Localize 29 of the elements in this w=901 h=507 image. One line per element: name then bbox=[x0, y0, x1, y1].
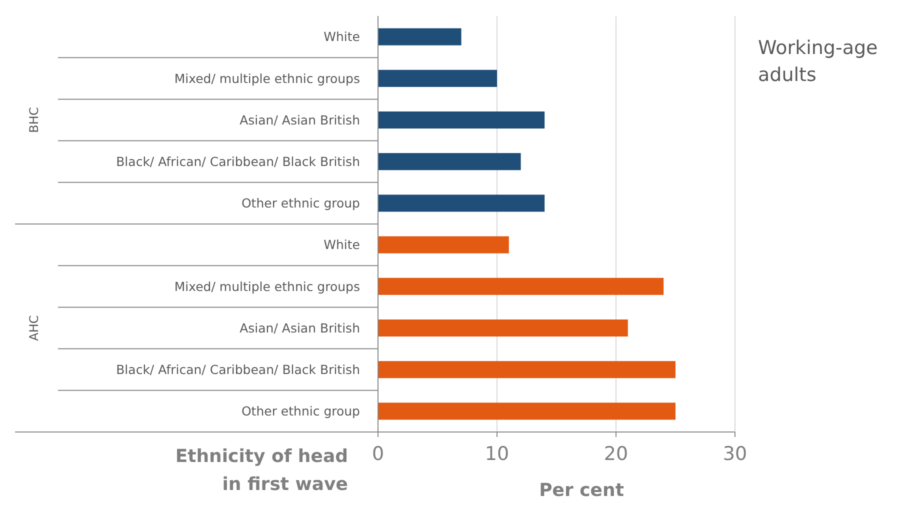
x-tick-label: 0 bbox=[372, 443, 384, 465]
y-tick-label: Other ethnic group bbox=[241, 196, 360, 211]
y-tick-label: Asian/ Asian British bbox=[240, 320, 360, 336]
bar bbox=[378, 194, 545, 212]
y-tick-label: Other ethnic group bbox=[241, 404, 360, 419]
y-axis-title: Ethnicity of head in first wave bbox=[175, 446, 348, 495]
bar bbox=[378, 278, 664, 295]
bar bbox=[378, 402, 676, 420]
text: AHC bbox=[27, 315, 41, 341]
text: Working-age adults bbox=[758, 37, 878, 86]
bar bbox=[378, 111, 545, 129]
bar bbox=[378, 236, 509, 254]
y-tick-label: Mixed/ multiple ethnic groups bbox=[174, 278, 360, 294]
bar bbox=[378, 70, 497, 87]
y-tick-label: Mixed/ multiple ethnic groups bbox=[174, 70, 360, 86]
bar bbox=[378, 153, 521, 170]
bar bbox=[378, 319, 628, 337]
y-tick-label: Black/ African/ Caribbean/ Black British bbox=[116, 362, 360, 377]
bar bbox=[378, 361, 676, 378]
x-tick-label: 10 bbox=[484, 443, 510, 465]
y-tick-label: White bbox=[324, 237, 360, 252]
x-axis-title: Per cent bbox=[539, 480, 624, 501]
y-tick-label: White bbox=[324, 29, 360, 44]
y-tick-label: Asian/ Asian British bbox=[240, 112, 360, 128]
x-tick-label: 30 bbox=[722, 443, 748, 465]
x-tick-label: 20 bbox=[604, 443, 628, 465]
text: BHC bbox=[27, 107, 41, 133]
bar bbox=[378, 28, 462, 46]
y-tick-label: Black/ African/ Caribbean/ Black British bbox=[116, 154, 360, 169]
